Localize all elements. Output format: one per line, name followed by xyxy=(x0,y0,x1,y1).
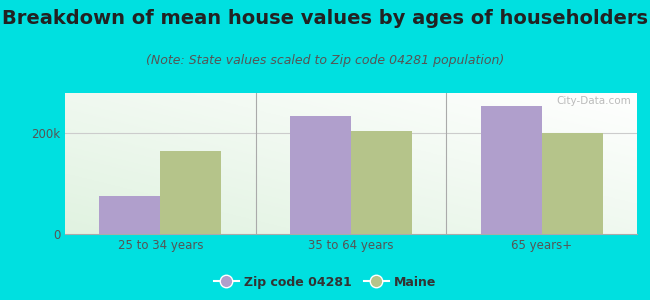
Text: Breakdown of mean house values by ages of householders: Breakdown of mean house values by ages o… xyxy=(2,9,648,28)
Bar xyxy=(161,151,222,234)
Bar xyxy=(351,131,412,234)
Bar xyxy=(290,116,351,234)
Bar xyxy=(480,106,541,234)
Bar xyxy=(99,196,161,234)
Text: City-Data.com: City-Data.com xyxy=(556,96,631,106)
Bar xyxy=(541,133,603,234)
Text: (Note: State values scaled to Zip code 04281 population): (Note: State values scaled to Zip code 0… xyxy=(146,54,504,67)
Legend: Zip code 04281, Maine: Zip code 04281, Maine xyxy=(209,271,441,294)
